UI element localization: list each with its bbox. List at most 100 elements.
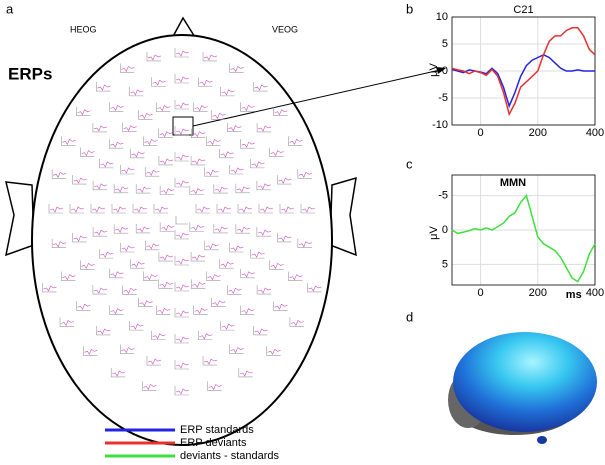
electrode-trace [203,358,218,365]
electrode-trace [204,240,219,251]
electrode-trace [194,105,208,112]
electrode-trace [175,50,190,57]
electrode-trace [111,204,126,214]
electrode-trace [256,227,271,237]
electrode-trace [174,48,189,58]
electrode-trace [174,74,189,84]
chart-title: MMN [500,177,526,189]
electrode-trace [72,232,87,243]
electrode-trace [151,77,166,87]
electrode-trace [191,158,206,165]
electrode-trace [120,63,135,73]
electrode-trace [90,204,105,214]
electrode-trace [220,151,234,158]
electrode-trace [109,139,124,149]
electrode-trace [175,216,188,225]
electrode-trace [83,346,98,356]
electrode-trace [202,356,218,366]
electrode-trace [240,102,255,112]
electrode-trace [158,279,173,289]
electrode-trace [97,328,111,335]
electrode-trace [146,243,160,250]
electrode-trace [121,245,135,252]
electrode-trace [93,287,108,294]
electrode-trace [212,300,226,307]
electrode-trace [43,285,57,292]
electrode-trace [288,271,303,281]
electrode-trace [214,186,228,193]
electrode-trace [80,147,95,157]
electrode-trace [145,167,160,177]
electrode-trace [42,282,57,293]
x-tick-label: 400 [586,287,604,299]
electrode-trace [216,204,231,214]
electrode-trace [92,285,107,295]
electrode-trace [175,336,190,343]
electrode-trace [206,136,221,146]
electrode-trace [175,76,190,83]
electrode-trace [161,188,175,195]
electrode-trace [161,224,175,232]
electrode-trace [229,63,244,73]
electrode-trace [156,102,171,112]
electrode-trace [113,183,129,194]
electrode-trace [251,251,265,258]
electrode-trace [131,261,145,268]
electrode-trace [110,308,124,315]
electrode-trace [135,184,151,194]
electrode-trace [100,161,114,168]
electrode-trace [191,128,206,138]
electrode-trace [257,287,272,294]
y-tick-label: -5 [438,190,448,202]
electrode-trace [289,317,304,327]
electrode-trace [227,285,242,295]
y-tick-label: -10 [432,119,448,131]
electrode-trace [198,330,213,341]
electrode-trace [70,206,85,213]
electrode-trace [290,320,305,327]
electrode-trace [94,183,108,190]
electrode-trace [230,167,244,174]
electrode-trace [256,285,272,295]
electrode-trace [241,271,255,278]
electrode-trace [109,305,124,315]
electrode-trace [121,167,135,174]
electrode-trace [241,104,255,112]
electrode-trace [92,180,108,191]
x-tick-label: 200 [529,287,547,299]
map-title: ERPs [8,64,52,83]
electrode-trace [175,180,190,187]
electrode-trace [278,235,292,242]
electrode-trace [273,106,288,117]
electrode-trace [156,305,171,315]
electrode-trace [238,367,253,378]
panel-label: b [406,1,413,16]
electrode-trace [152,333,166,340]
electrode-trace [174,230,189,240]
electrode-trace [174,386,189,396]
electrode-trace [146,51,161,62]
electrode-trace [143,136,158,146]
electrode-trace [257,183,271,190]
y-axis-label: μV [428,226,440,240]
electrode-trace [230,347,244,354]
electrode-trace [219,259,234,269]
electrode-trace [196,206,211,213]
electrode-trace [110,141,124,148]
electrode-trace [113,224,129,234]
electrode-trace [115,186,129,193]
x-tick-label: 400 [586,127,604,139]
electrode-trace [300,204,315,214]
electrode-trace [157,105,171,112]
electrode-trace [211,297,226,308]
y-tick-label: 10 [436,11,448,23]
electrode-trace [253,82,268,92]
electrode-trace [110,271,124,278]
electrode-trace [211,110,226,120]
electrode-trace [190,252,206,262]
x-tick-label: 0 [478,287,484,299]
electrode-trace [266,346,281,356]
electrode-trace [274,303,288,310]
electrode-trace [72,175,87,185]
x-axis-label: ms [566,289,582,301]
